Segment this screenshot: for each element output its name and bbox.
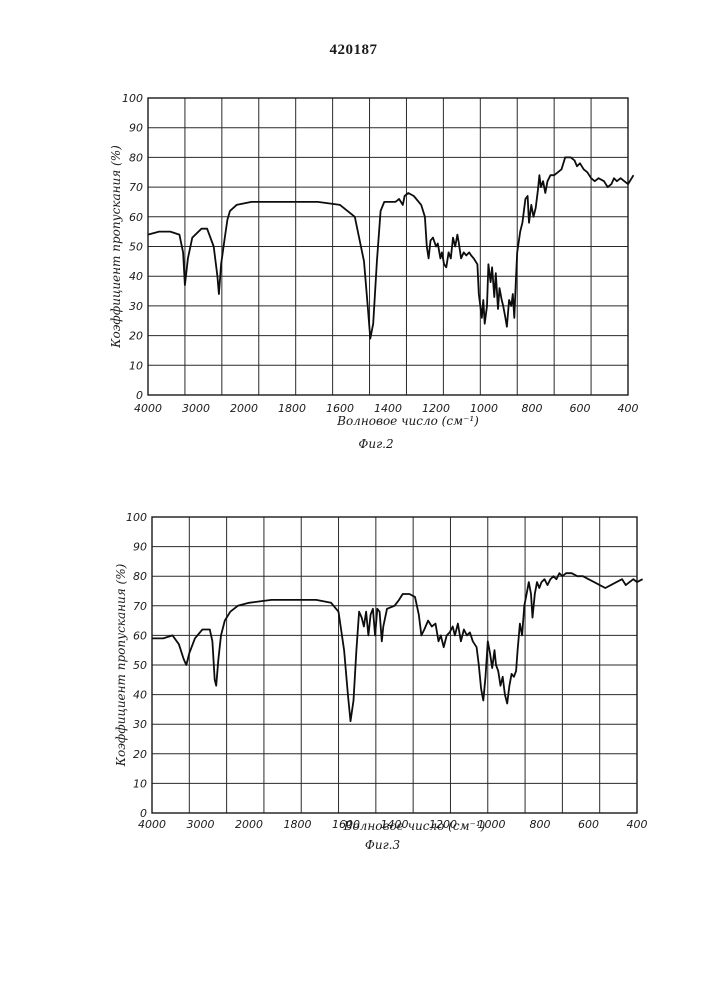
y-tick-label: 80	[133, 570, 147, 583]
y-tick-label: 90	[133, 541, 147, 554]
y-tick-label: 50	[129, 241, 143, 254]
x-tick-label: 2000	[230, 402, 258, 415]
x-tick-label: 800	[522, 402, 543, 415]
spectrum-line	[148, 157, 634, 338]
x-tick-label: 2000	[235, 818, 263, 831]
y-tick-label: 60	[133, 629, 147, 642]
x-tick-label: 400	[618, 402, 639, 415]
y-tick-label: 40	[129, 270, 143, 283]
x-tick-label: 600	[578, 818, 599, 831]
x-axis-title: Волновое число (см⁻¹)	[343, 819, 486, 833]
spectrum-line	[152, 573, 643, 721]
x-tick-label: 800	[530, 818, 551, 831]
spectrum-chart-fig2: 0102030405060708090100400030002000180016…	[0, 80, 707, 465]
figure-caption: Фиг.3	[365, 838, 401, 852]
y-tick-label: 20	[133, 748, 147, 761]
y-tick-label: 70	[133, 600, 147, 613]
y-tick-label: 20	[129, 330, 143, 343]
x-tick-label: 400	[627, 818, 648, 831]
y-tick-label: 30	[133, 718, 147, 731]
x-tick-label: 1800	[278, 402, 306, 415]
y-tick-label: 50	[133, 659, 147, 672]
y-axis-title: Коэффициент пропускания (%)	[114, 563, 128, 767]
y-tick-label: 80	[129, 151, 143, 164]
page-number: 420187	[0, 42, 707, 59]
grid	[148, 98, 628, 395]
figure-caption: Фиг.2	[358, 437, 393, 451]
y-tick-label: 10	[133, 777, 147, 790]
y-tick-label: 90	[129, 122, 143, 135]
y-tick-label: 100	[122, 92, 143, 105]
x-tick-label: 1800	[284, 818, 312, 831]
y-axis-title: Коэффициент пропускания (%)	[109, 145, 123, 349]
x-axis-title: Волновое число (см⁻¹)	[336, 414, 479, 428]
y-tick-label: 30	[129, 300, 143, 313]
x-tick-label: 4000	[138, 818, 166, 831]
x-tick-label: 4000	[134, 402, 162, 415]
x-tick-label: 3000	[182, 402, 210, 415]
y-tick-label: 10	[129, 359, 143, 372]
y-tick-label: 40	[133, 689, 147, 702]
grid	[152, 517, 637, 813]
y-tick-label: 0	[136, 389, 143, 402]
y-tick-label: 100	[126, 511, 147, 524]
y-tick-label: 70	[129, 181, 143, 194]
x-tick-label: 3000	[187, 818, 215, 831]
y-tick-label: 60	[129, 211, 143, 224]
x-tick-label: 600	[570, 402, 591, 415]
spectrum-chart-fig3: 0102030405060708090100400030002000180016…	[0, 500, 707, 860]
